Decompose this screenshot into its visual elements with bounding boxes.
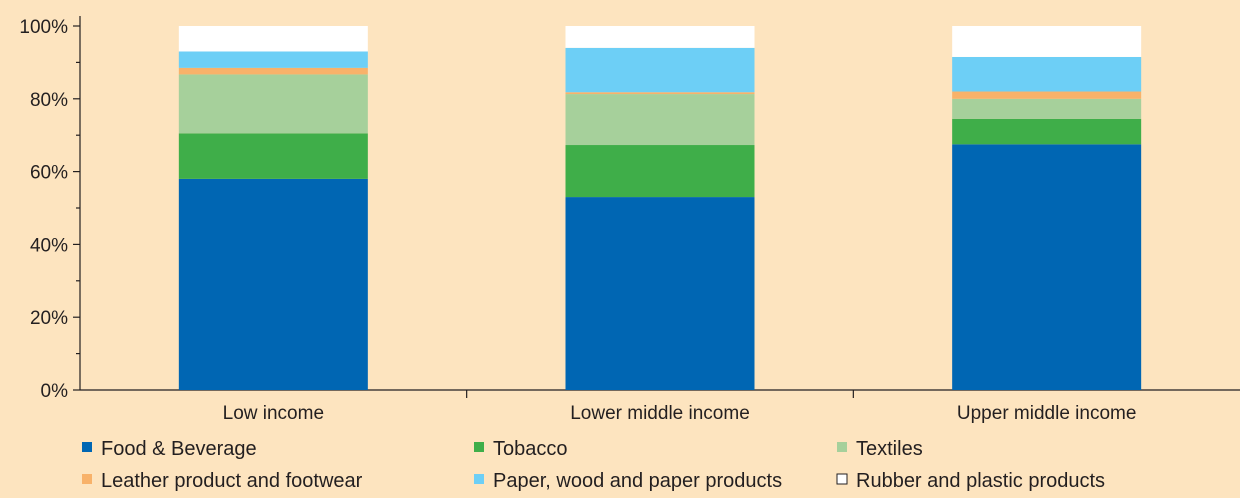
bar-stack-upper-middle-income (952, 26, 1142, 390)
legend-label: Leather product and footwear (101, 470, 363, 492)
legend: Food & Beverage Tobacco Textiles Leather pr… (82, 438, 1105, 492)
legend-label: Food & Beverage (101, 438, 257, 460)
y-tick-label: 60% (30, 163, 68, 184)
bar-segment-rubber-and-plastic-products (565, 26, 755, 48)
legend-swatch (82, 442, 92, 452)
bar-segment-textiles (952, 98, 1142, 119)
legend-swatch (836, 473, 848, 485)
y-tick-label: 20% (30, 308, 68, 329)
bar-stack-lower-middle-income (565, 26, 755, 390)
bar-segment-food-beverage (178, 178, 368, 390)
bar-segment-rubber-and-plastic-products (952, 26, 1142, 57)
bar-segment-paper-wood-and-paper-products (952, 56, 1142, 92)
bar-segment-paper-wood-and-paper-products (178, 51, 368, 68)
legend-swatch (474, 474, 484, 484)
legend-item-food-beverage: Food & Beverage (82, 438, 257, 460)
bar-segment-leather-product-and-footwear (565, 92, 755, 95)
y-axis: 0% 20% 40% 60% 80% 100% (19, 16, 81, 402)
legend-item-paper-wood-and-paper-products: Paper, wood and paper products (474, 470, 782, 492)
legend-label: Rubber and plastic products (856, 470, 1105, 492)
bar-segment-rubber-and-plastic-products (178, 26, 368, 52)
legend-swatch (474, 442, 484, 452)
bar-segment-textiles (565, 94, 755, 146)
bar-segment-leather-product-and-footwear (178, 67, 368, 75)
legend-swatch (837, 442, 847, 452)
x-tick-label: Low income (223, 403, 324, 424)
bar-segment-tobacco (952, 118, 1142, 145)
bar-segment-food-beverage (565, 197, 755, 390)
bar-segment-food-beverage (952, 144, 1142, 390)
bar-segment-tobacco (178, 133, 368, 179)
legend-label: Paper, wood and paper products (493, 470, 782, 492)
legend-item-tobacco: Tobacco (474, 438, 568, 460)
bars (178, 26, 1142, 390)
x-tick-label: Lower middle income (570, 403, 750, 424)
legend-label: Tobacco (493, 438, 568, 460)
x-axis: Low income Lower middle income Upper middl… (80, 389, 1240, 424)
bar-segment-leather-product-and-footwear (952, 91, 1142, 99)
bar-segment-tobacco (565, 145, 755, 198)
bar-segment-paper-wood-and-paper-products (565, 47, 755, 93)
legend-label: Textiles (856, 438, 923, 460)
legend-item-textiles: Textiles (837, 438, 923, 460)
x-tick-label: Upper middle income (957, 403, 1137, 424)
bar-segment-textiles (178, 74, 368, 134)
y-tick-label: 80% (30, 90, 68, 111)
bar-stack-low-income (178, 26, 368, 390)
legend-swatch (82, 474, 92, 484)
y-tick-label: 0% (41, 381, 69, 402)
y-tick-label: 100% (19, 17, 68, 38)
legend-item-leather-product-and-footwear: Leather product and footwear (82, 470, 363, 492)
legend-item-rubber-and-plastic-products: Rubber and plastic products (836, 470, 1105, 492)
y-tick-label: 40% (30, 235, 68, 256)
